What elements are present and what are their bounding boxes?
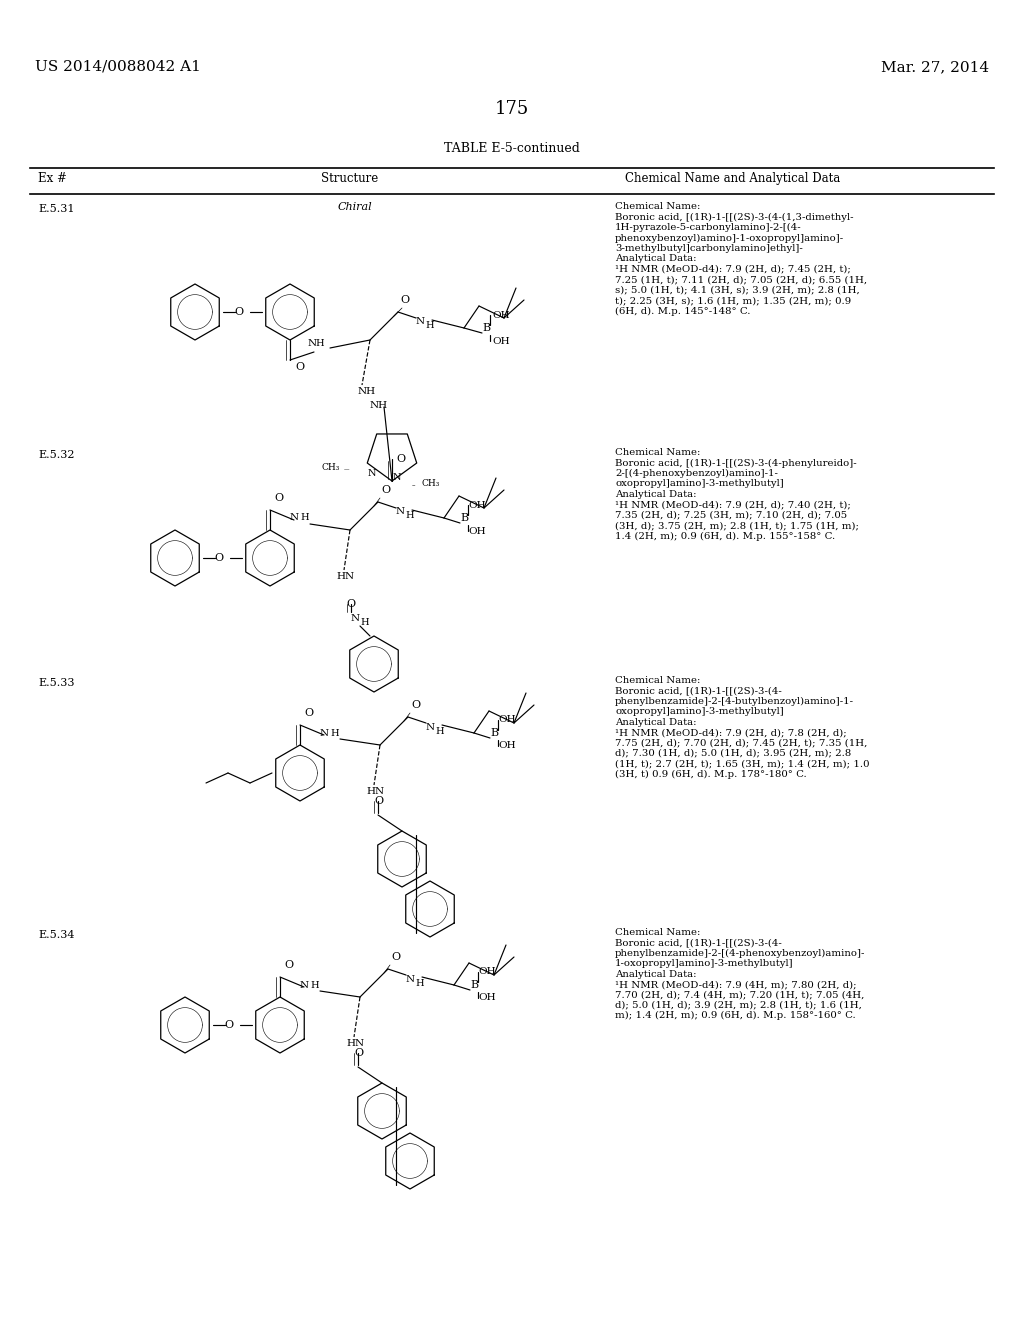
Text: –: – — [412, 480, 416, 488]
Text: E.5.34: E.5.34 — [38, 931, 75, 940]
Text: Chiral: Chiral — [338, 202, 373, 213]
Text: —: — — [343, 467, 349, 473]
Text: Chemical Name:
Boronic acid, [(1R)-1-[[(2S)-3-(4-
phenylbenzamide]-2-[(4-phenoxy: Chemical Name: Boronic acid, [(1R)-1-[[(… — [615, 928, 865, 1020]
Text: TABLE E-5-continued: TABLE E-5-continued — [444, 143, 580, 154]
Text: US 2014/0088042 A1: US 2014/0088042 A1 — [35, 59, 201, 74]
Text: HN: HN — [346, 1039, 365, 1048]
Text: O: O — [346, 599, 355, 609]
Text: H: H — [415, 978, 424, 987]
Text: Ex #: Ex # — [38, 172, 67, 185]
Text: H: H — [300, 513, 308, 523]
Text: N: N — [393, 473, 401, 482]
Text: E.5.32: E.5.32 — [38, 450, 75, 459]
Text: N: N — [368, 469, 376, 478]
Text: O: O — [274, 492, 283, 503]
Text: 175: 175 — [495, 100, 529, 117]
Text: O: O — [411, 700, 420, 710]
Text: OH: OH — [478, 994, 496, 1002]
Text: N: N — [426, 722, 435, 731]
Text: HN: HN — [336, 572, 354, 581]
Text: O: O — [224, 1020, 233, 1030]
Text: OH: OH — [498, 715, 516, 725]
Text: N: N — [319, 729, 329, 738]
Text: O: O — [295, 362, 304, 372]
Text: H: H — [435, 726, 443, 735]
Text: O: O — [214, 553, 223, 564]
Text: Chemical Name:
Boronic acid, [(1R)-1-[[(2S)-3-(4-
phenylbenzamide]-2-[4-butylben: Chemical Name: Boronic acid, [(1R)-1-[[(… — [615, 676, 869, 779]
Text: N: N — [396, 507, 406, 516]
Text: NH: NH — [370, 400, 388, 409]
Text: Mar. 27, 2014: Mar. 27, 2014 — [881, 59, 989, 74]
Text: N: N — [416, 318, 425, 326]
Text: O: O — [284, 960, 293, 970]
Text: HN: HN — [366, 787, 384, 796]
Text: OH: OH — [492, 310, 510, 319]
Text: Chemical Name:
Boronic acid, [(1R)-1-[[(2S)-3-(4-(1,3-dimethyl-
1H-pyrazole-5-ca: Chemical Name: Boronic acid, [(1R)-1-[[(… — [615, 202, 867, 315]
Text: Chemical Name:
Boronic acid, [(1R)-1-[[(2S)-3-(4-phenylureido]-
2-[(4-phenoxyben: Chemical Name: Boronic acid, [(1R)-1-[[(… — [615, 447, 859, 541]
Text: CH₃: CH₃ — [322, 462, 340, 471]
Text: O: O — [396, 454, 406, 465]
Text: OH: OH — [492, 337, 510, 346]
Text: NH: NH — [358, 387, 376, 396]
Text: E.5.33: E.5.33 — [38, 678, 75, 688]
Text: OH: OH — [478, 968, 496, 977]
Text: H: H — [360, 618, 369, 627]
Text: H: H — [406, 511, 414, 520]
Text: O: O — [304, 708, 313, 718]
Text: O: O — [354, 1048, 364, 1059]
Text: H: H — [310, 981, 318, 990]
Text: H: H — [425, 322, 433, 330]
Text: CH₃: CH₃ — [422, 479, 440, 487]
Text: B: B — [482, 323, 490, 333]
Text: N: N — [351, 614, 360, 623]
Text: O: O — [391, 952, 400, 962]
Text: B: B — [490, 729, 498, 738]
Text: N: N — [406, 974, 415, 983]
Text: O: O — [234, 308, 244, 317]
Text: B: B — [470, 979, 478, 990]
Text: E.5.31: E.5.31 — [38, 205, 75, 214]
Text: H: H — [315, 339, 324, 348]
Text: OH: OH — [468, 527, 485, 536]
Text: O: O — [374, 796, 383, 807]
Text: N: N — [308, 339, 317, 348]
Text: OH: OH — [498, 742, 516, 751]
Text: H: H — [330, 729, 339, 738]
Text: N: N — [290, 513, 299, 523]
Text: Chemical Name and Analytical Data: Chemical Name and Analytical Data — [625, 172, 841, 185]
Text: N: N — [300, 981, 309, 990]
Text: O: O — [381, 484, 390, 495]
Text: OH: OH — [468, 500, 485, 510]
Text: B: B — [460, 513, 468, 523]
Text: O: O — [400, 294, 410, 305]
Text: Structure: Structure — [322, 172, 379, 185]
